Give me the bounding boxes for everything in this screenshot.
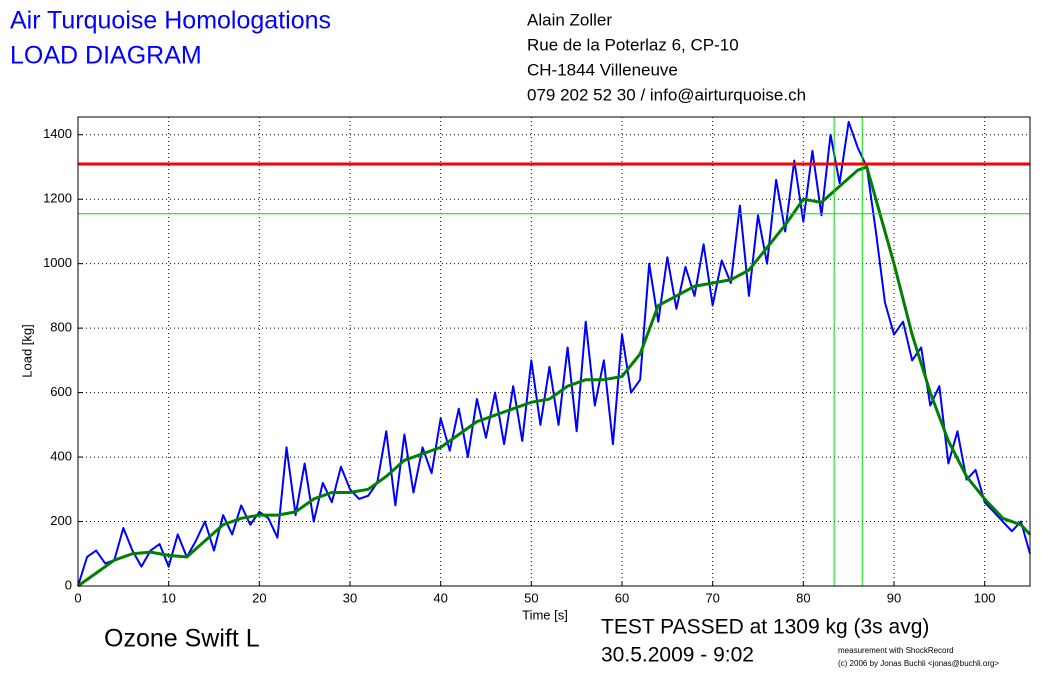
axes-box [77,116,1031,587]
x-tick-label: 90 [887,590,901,605]
plot-area [78,117,1030,586]
x-tick-label: 100 [974,590,996,605]
address: Rue de la Poterlaz 6, CP-10 [527,35,739,54]
y-tick-label: 600 [50,384,72,399]
glider-name: Ozone Swift L [104,625,260,653]
y-tick-label: 1200 [43,191,72,206]
series-line [77,165,1032,588]
y-tick-label: 0 [65,577,72,592]
y-tick-label: 1400 [43,126,72,141]
x-tick-label: 40 [433,590,447,605]
x-axis-label: Time [s] [522,607,568,622]
y-tick-label: 400 [50,449,72,464]
title: Air Turquoise Homologations [10,7,331,35]
x-tick-label: 50 [524,590,538,605]
result: TEST PASSED at 1309 kg (3s avg) [601,616,929,639]
y-tick-label: 1000 [43,255,72,270]
x-tick-label: 0 [74,590,81,605]
x-tick-label: 70 [705,590,719,605]
credit: measurement with ShockRecord [838,646,954,655]
title: LOAD DIAGRAM [10,42,202,70]
x-tick-label: 10 [161,590,175,605]
y-axis-label: Load [kg] [19,324,34,378]
y-tick-label: 800 [50,320,72,335]
x-tick-label: 80 [796,590,810,605]
date: 30.5.2009 - 9:02 [601,644,754,667]
address: Alain Zoller [527,10,612,29]
y-tick-label: 200 [50,513,72,528]
address: CH-1844 Villeneuve [527,60,678,79]
x-tick-label: 20 [252,590,266,605]
credit: (c) 2006 by Jonas Buchli <jonas@buchli.o… [838,659,999,668]
x-tick-label: 30 [343,590,357,605]
address: 079 202 52 30 / info@airturquoise.ch [527,85,806,104]
x-tick-label: 60 [615,590,629,605]
